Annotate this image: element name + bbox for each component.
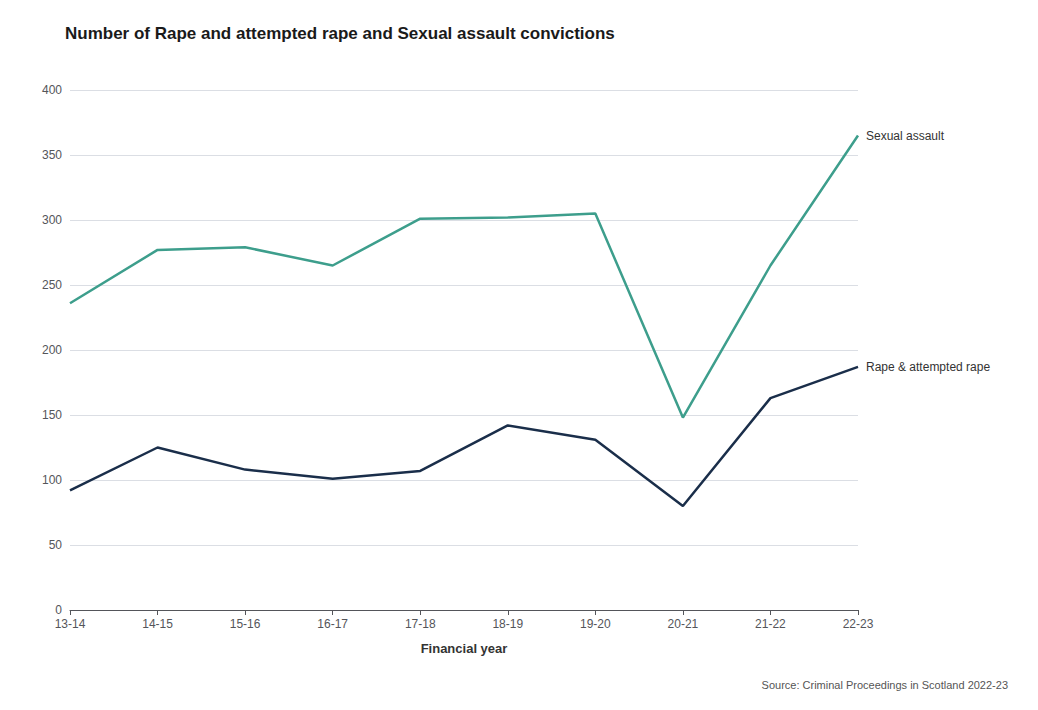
svg-text:Number of Rape and attempted r: Number of Rape and attempted rape and Se… — [65, 24, 615, 43]
svg-text:150: 150 — [42, 408, 62, 422]
svg-text:Source: Criminal Proceedings i: Source: Criminal Proceedings in Scotland… — [762, 679, 1008, 691]
svg-text:100: 100 — [42, 473, 62, 487]
svg-text:50: 50 — [49, 538, 63, 552]
svg-text:300: 300 — [42, 213, 62, 227]
svg-text:15-16: 15-16 — [230, 617, 261, 631]
svg-text:250: 250 — [42, 278, 62, 292]
svg-text:20-21: 20-21 — [668, 617, 699, 631]
svg-text:13-14: 13-14 — [55, 617, 86, 631]
svg-text:Financial year: Financial year — [421, 641, 508, 656]
svg-text:0: 0 — [55, 603, 62, 617]
svg-text:Rape & attempted rape: Rape & attempted rape — [866, 360, 990, 374]
svg-text:17-18: 17-18 — [405, 617, 436, 631]
svg-text:19-20: 19-20 — [580, 617, 611, 631]
svg-text:14-15: 14-15 — [142, 617, 173, 631]
svg-text:400: 400 — [42, 83, 62, 97]
svg-text:18-19: 18-19 — [492, 617, 523, 631]
svg-text:22-23: 22-23 — [843, 617, 874, 631]
svg-text:Sexual assault: Sexual assault — [866, 129, 945, 143]
svg-text:200: 200 — [42, 343, 62, 357]
svg-text:21-22: 21-22 — [755, 617, 786, 631]
svg-text:350: 350 — [42, 148, 62, 162]
svg-text:16-17: 16-17 — [317, 617, 348, 631]
